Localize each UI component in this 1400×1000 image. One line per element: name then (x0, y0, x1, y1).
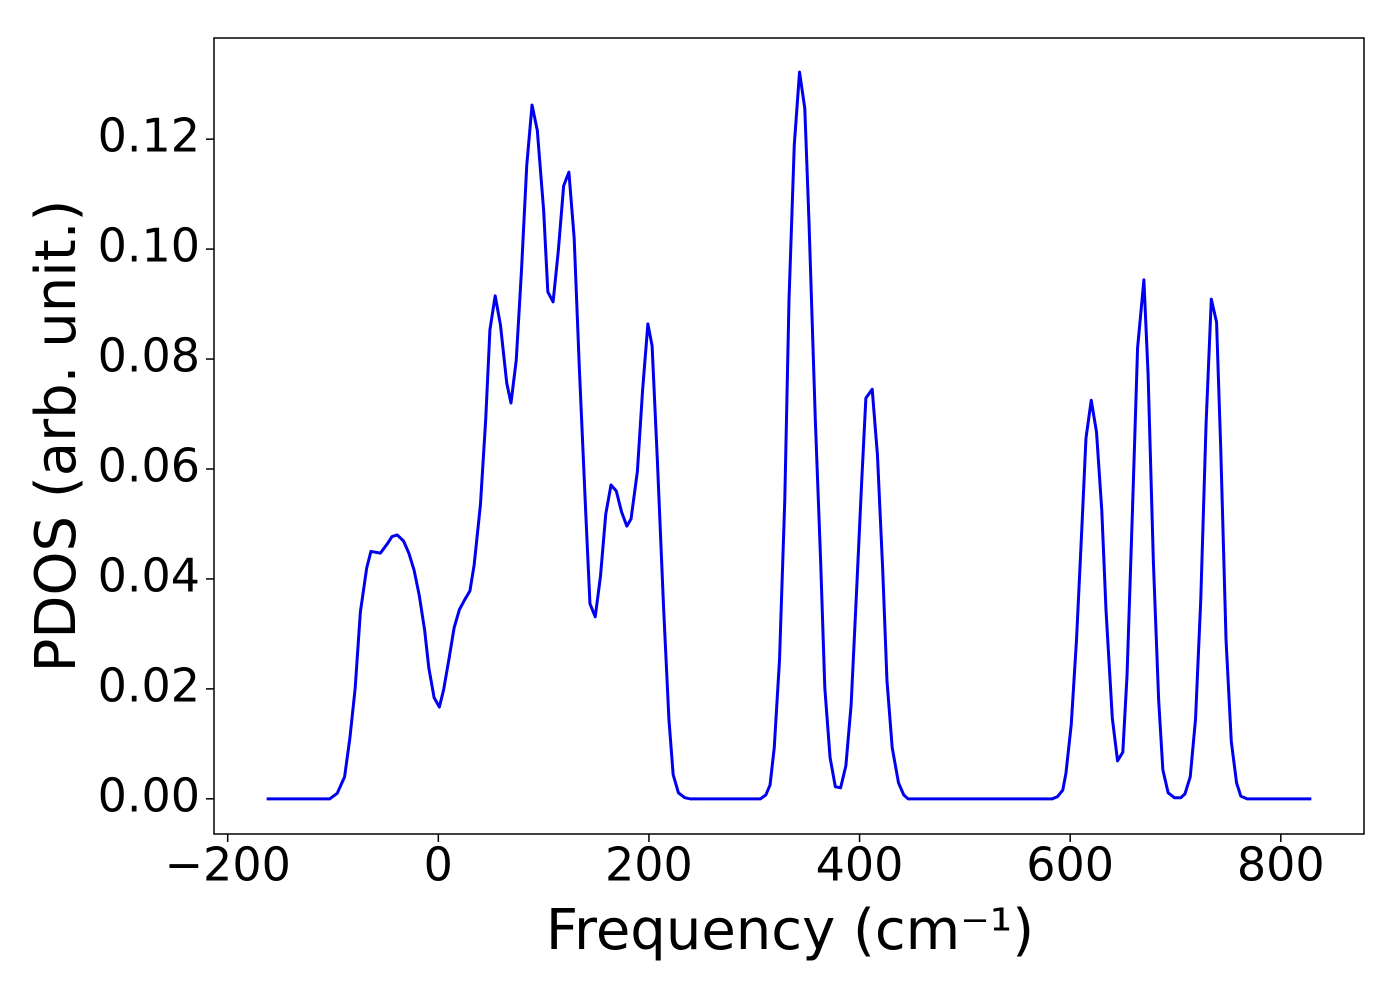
x-axis-label: Frequency (cm⁻¹) (546, 898, 1034, 963)
x-tick-label: 800 (1237, 838, 1325, 892)
line (266, 70, 1312, 801)
y-tick-label: 0.02 (98, 658, 200, 712)
y-tick-label: 0.08 (98, 329, 200, 383)
y-axis-label: PDOS (arb. unit.) (24, 200, 89, 673)
y-tick-label: 0.04 (98, 548, 200, 602)
y-tick-label: 0.10 (98, 219, 200, 273)
plot-frame (213, 37, 1365, 835)
y-tick-label: 0.00 (98, 768, 200, 822)
x-tick-label: −200 (165, 838, 291, 892)
x-tick-label: 400 (816, 838, 904, 892)
x-tick-label: 200 (605, 838, 693, 892)
x-tick-label: 600 (1026, 838, 1114, 892)
x-tick-label: 0 (424, 838, 453, 892)
y-tick-label: 0.06 (98, 438, 200, 492)
y-tick-label: 0.12 (98, 109, 200, 163)
